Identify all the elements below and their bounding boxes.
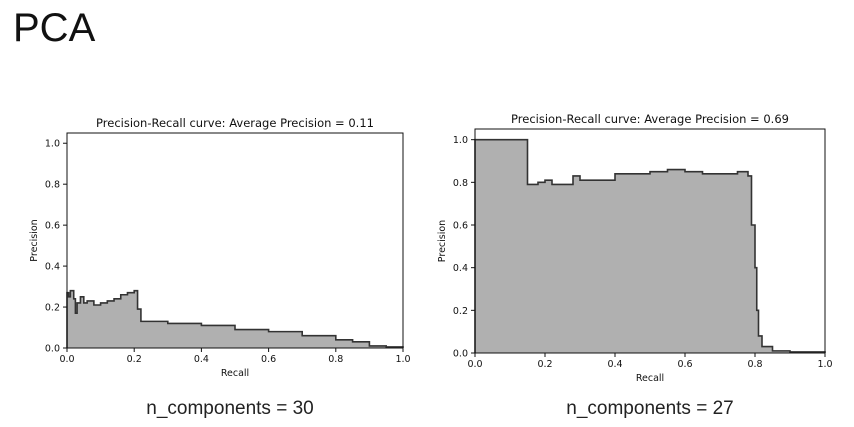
- y-tick-label: 0.4: [453, 263, 468, 274]
- y-axis-label: Precision: [437, 220, 448, 262]
- y-tick-label: 0.8: [453, 178, 468, 189]
- x-tick-label: 0.0: [59, 354, 74, 365]
- y-tick-label: 0.6: [45, 221, 60, 232]
- y-tick-label: 1.0: [453, 135, 468, 146]
- slide-title: PCA: [13, 6, 96, 50]
- x-tick-label: 0.4: [194, 354, 209, 365]
- x-axis-label: Recall: [221, 368, 249, 379]
- y-tick-label: 0.0: [453, 349, 468, 360]
- pr-curve: [474, 138, 826, 353]
- x-tick-label: 1.0: [395, 354, 410, 365]
- x-tick-label: 0.6: [677, 359, 692, 370]
- x-tick-label: 0.4: [607, 359, 622, 370]
- x-tick-label: 0.2: [127, 354, 142, 365]
- x-tick-label: 0.2: [537, 359, 552, 370]
- chart-title: Precision-Recall curve: Average Precisio…: [511, 112, 789, 126]
- x-axis-label: Recall: [636, 373, 664, 384]
- y-tick-label: 0.2: [453, 306, 468, 317]
- chart-right: Precision-Recall curve: Average Precisio…: [437, 112, 833, 384]
- y-tick-label: 0.4: [45, 262, 60, 273]
- caption-left: n_components = 30: [146, 398, 314, 419]
- pr-area: [67, 290, 403, 348]
- y-tick-label: 0.2: [45, 303, 60, 314]
- y-tick-label: 0.0: [45, 344, 60, 355]
- pr-curve: [66, 289, 404, 348]
- x-tick-label: 0.0: [467, 359, 482, 370]
- caption-right: n_components = 27: [566, 398, 734, 419]
- x-tick-label: 0.8: [747, 359, 762, 370]
- x-tick-label: 0.6: [261, 354, 276, 365]
- chart-title: Precision-Recall curve: Average Precisio…: [96, 116, 374, 130]
- x-tick-label: 0.8: [328, 354, 343, 365]
- x-tick-label: 1.0: [817, 359, 832, 370]
- axes-frame: [66, 132, 404, 349]
- chart-left: Precision-Recall curve: Average Precisio…: [29, 116, 411, 379]
- pr-area: [475, 139, 825, 353]
- axes-frame: [474, 128, 826, 354]
- y-tick-label: 1.0: [45, 139, 60, 150]
- y-axis-label: Precision: [29, 219, 40, 261]
- y-tick-label: 0.8: [45, 180, 60, 191]
- y-tick-label: 0.6: [453, 221, 468, 232]
